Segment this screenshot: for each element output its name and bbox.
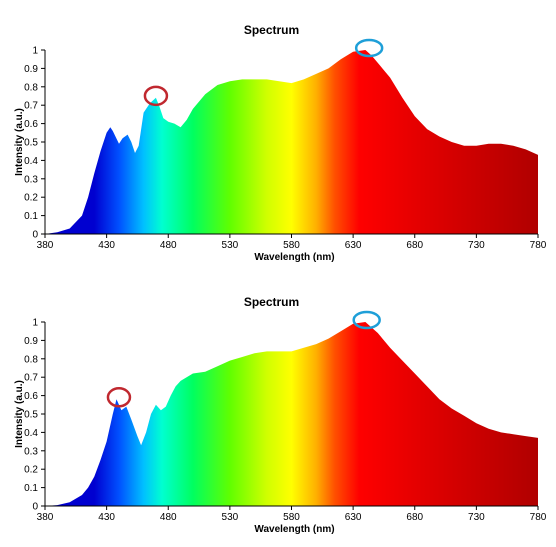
- chart2-y-tick-label: 0: [32, 502, 38, 513]
- chart1-y-tick-label: 1: [32, 46, 38, 57]
- chart2-y-axis-label: Intensity (a.u.): [14, 380, 25, 448]
- chart2-x-tick-label: 730: [468, 512, 485, 523]
- chart2-peak-marker-blue: [352, 310, 381, 330]
- chart1-y-tick-label: 0.1: [24, 211, 38, 222]
- chart1-y-tick-label: 0: [32, 230, 38, 241]
- chart1-y-tick-label: 0.5: [24, 138, 38, 149]
- chart2-y-tick-label: 0.4: [24, 428, 38, 439]
- chart2-y-tick-label: 1: [32, 318, 38, 329]
- chart1-title: Spectrum: [244, 23, 299, 37]
- chart2-y-tick-label: 0.9: [24, 336, 38, 347]
- chart2-y-tick-label: 0.5: [24, 410, 38, 421]
- chart2-y-tick-label: 0.8: [24, 354, 38, 365]
- chart1-x-tick-label: 430: [98, 240, 115, 251]
- chart2-x-axis-label: Wavelength (nm): [254, 524, 334, 535]
- chart1-x-tick-label: 580: [283, 240, 300, 251]
- chart2-y-tick-label: 0.1: [24, 483, 38, 494]
- chart2-x-tick-label: 580: [283, 512, 300, 523]
- chart2-x-tick-label: 430: [98, 512, 115, 523]
- chart2-x-tick-label: 780: [530, 512, 547, 523]
- chart2-y-tick-label: 0.6: [24, 391, 38, 402]
- chart1-peak-marker-blue: [354, 38, 384, 58]
- chart1-spectrum-area: [45, 50, 538, 234]
- chart1-y-tick-label: 0.9: [24, 64, 38, 75]
- chart2-y-tick-label: 0.3: [24, 446, 38, 457]
- chart2-peak-marker-red: [106, 387, 132, 408]
- chart2-x-tick-label: 630: [345, 512, 362, 523]
- chart2-x-tick-label: 380: [37, 512, 54, 523]
- chart1-x-tick-label: 480: [160, 240, 177, 251]
- chart1-x-tick-label: 630: [345, 240, 362, 251]
- chart1-y-tick-label: 0.3: [24, 174, 38, 185]
- chart2-y-tick-label: 0.2: [24, 465, 38, 476]
- chart1-y-axis-label: Intensity (a.u.): [14, 108, 25, 176]
- chart1-x-tick-label: 380: [37, 240, 54, 251]
- chart1-x-tick-label: 730: [468, 240, 485, 251]
- chart2: Spectrum 0 0.1 0.2 0.3 0.4 0.5 0.6 0.7 0.8 0.9 1 380…: [14, 295, 547, 535]
- chart1-y-tick-label: 0.6: [24, 119, 38, 130]
- chart1-x-tick-label: 530: [222, 240, 239, 251]
- chart1-y-tick-label: 0.2: [24, 193, 38, 204]
- chart1-y-tick-label: 0.8: [24, 82, 38, 93]
- chart1-peak-marker-red: [143, 85, 169, 107]
- chart2-x-tick-label: 530: [222, 512, 239, 523]
- chart2-y-tick-label: 0.7: [24, 373, 38, 384]
- chart1-x-axis-label: Wavelength (nm): [254, 252, 334, 263]
- chart2-title: Spectrum: [244, 295, 299, 309]
- chart1-y-tick-label: 0.4: [24, 156, 38, 167]
- chart1: Spectrum 0 0.1 0.2 0.3 0.4 0.5 0.6 0.7 0.8 0.9 1 380…: [14, 23, 547, 263]
- chart2-x-tick-label: 680: [406, 512, 423, 523]
- chart2-x-tick-label: 480: [160, 512, 177, 523]
- chart1-x-tick-label: 780: [530, 240, 547, 251]
- chart2-spectrum-area: [45, 322, 538, 506]
- chart1-x-tick-label: 680: [406, 240, 423, 251]
- chart1-y-tick-label: 0.7: [24, 101, 38, 112]
